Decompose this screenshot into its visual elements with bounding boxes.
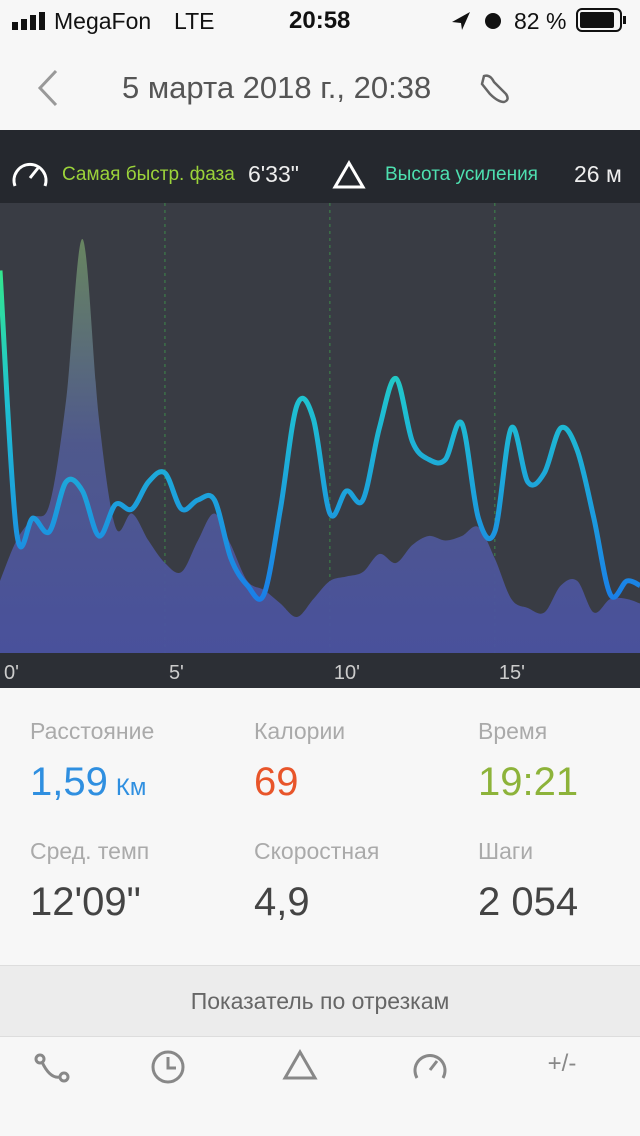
battery-icon [576,8,626,32]
stat-number: 2 054 [478,880,579,924]
elevation-tab-icon[interactable] [282,1048,318,1080]
elevation-area [0,238,640,654]
signal-icon [12,12,45,30]
shoe-icon [480,74,509,104]
stat-value: 2 054 [478,880,578,925]
x-tick-label: 15' [499,662,525,684]
stat-value: 19:21 [478,760,578,805]
stat-value: 1,59 Км [30,760,146,805]
x-tick-label: 10' [334,662,360,684]
stat-label: Шаги [478,838,534,864]
axis-strip [0,653,640,688]
stat-label: Скоростная [254,838,380,864]
stat-number: 1,59 [30,760,108,804]
segment-icons: +/- [0,1037,640,1099]
stat-value: 69 [254,760,299,805]
gain-label: Высота усиления [385,164,538,185]
stat-value: 4,9 [254,880,310,925]
elevation-icon [332,160,366,189]
title: 5 марта 2018 г., 20:38 [122,70,432,105]
network: LTE [174,8,215,34]
carrier: MegaFon [54,8,152,34]
stat-number: 4,9 [254,880,310,924]
stat-label: Сред. темп [30,838,150,864]
fastest-value: 6'33" [248,161,299,187]
stat-number: 12'09" [30,880,141,924]
stat-label: Калории [254,718,346,744]
summary-bar: Самая быстр. фаза 6'33" Высота усиления … [0,130,640,203]
status-bar: MegaFon LTE 20:58 82 % [0,0,640,42]
stat-number: 19:21 [478,760,579,804]
fastest-label: Самая быстр. фаза [62,164,235,185]
chart: 0' 5' 10' 15' [0,203,640,688]
x-tick-label: 0' [4,662,19,684]
back-button[interactable] [34,68,64,108]
icons-row: +/- [34,1048,577,1084]
route-icon[interactable] [34,1053,70,1083]
pace-line [0,270,640,602]
header: 5 марта 2018 г., 20:38 [0,42,640,130]
battery-text: 82 % [514,8,567,34]
stats: Расстояние 1,59 Км Калории 69 Время 19:21 Сред.… [0,688,640,965]
clock: 20:58 [289,7,351,34]
gain-value: 26 м [574,161,622,187]
segments-title[interactable]: Показатель по отрезкам [0,965,640,1037]
plus-minus-icon[interactable]: +/- [548,1050,577,1077]
time-icon[interactable] [151,1050,185,1084]
location-alarm-icons [452,12,501,30]
speed-icon [12,163,48,187]
speed-tab-icon[interactable] [413,1054,447,1079]
stat-value: 12'09" [30,880,141,925]
stat-unit: Км [115,774,147,801]
x-tick-label: 5' [169,662,184,684]
stat-label: Расстояние [30,718,155,744]
stat-label: Время [478,718,548,744]
stat-number: 69 [254,760,299,804]
